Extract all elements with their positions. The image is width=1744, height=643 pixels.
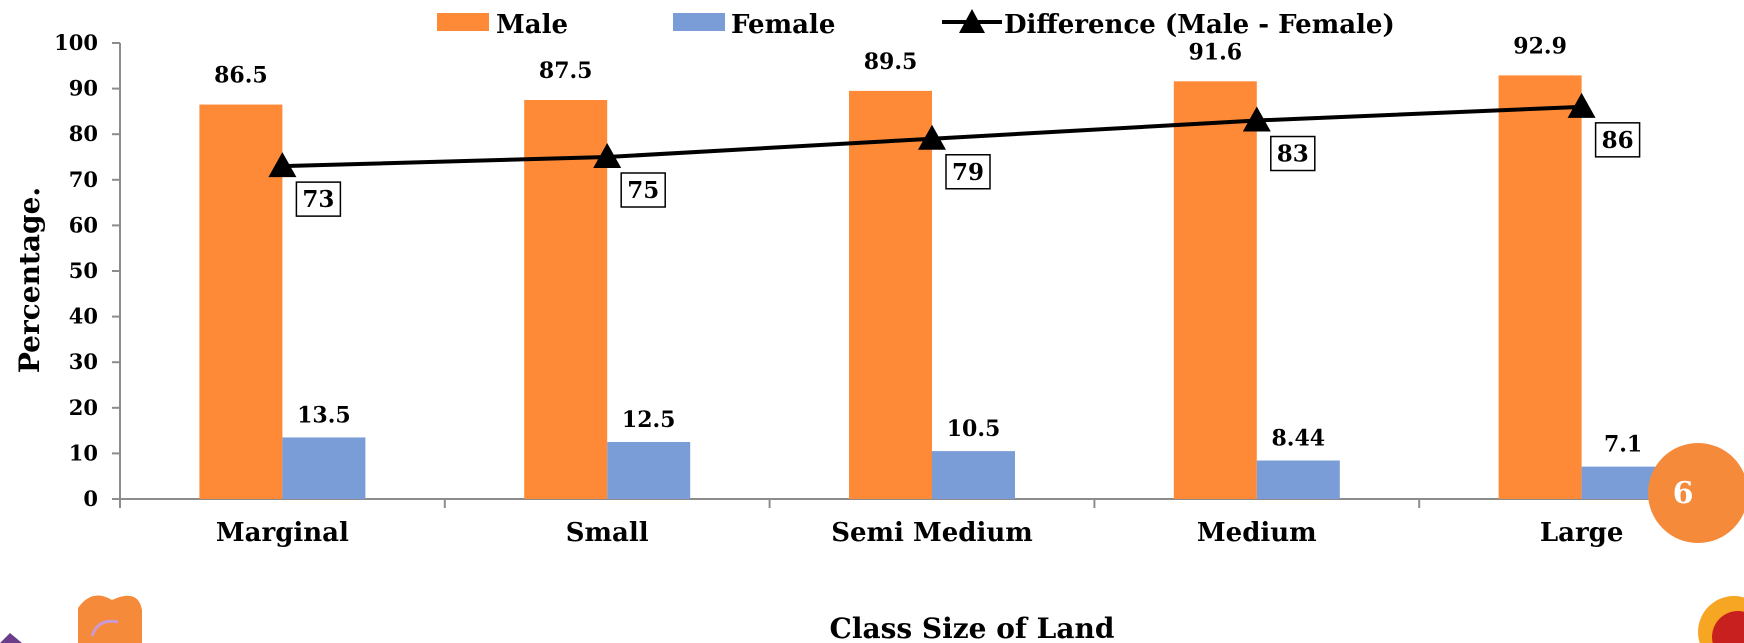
y-axis-title: Percentage. <box>13 187 46 373</box>
legend-difference-label: Difference (Male - Female) <box>1004 10 1395 40</box>
difference-marker <box>918 124 946 150</box>
y-tick-label: 20 <box>69 395 98 420</box>
difference-marker <box>593 143 622 168</box>
difference-marker <box>268 152 297 178</box>
legend-female-label: Female <box>731 10 835 40</box>
institution-logo-right <box>1698 596 1744 643</box>
female-bar <box>607 442 691 499</box>
bars <box>199 75 1665 499</box>
x-category-label: Large <box>1540 518 1624 548</box>
difference-line <box>268 92 1596 178</box>
y-tick-label: 50 <box>69 258 98 283</box>
female-bar <box>932 451 1015 499</box>
female-value-label: 8.44 <box>1272 426 1326 452</box>
male-bar <box>199 104 283 499</box>
female-bar <box>282 437 366 499</box>
y-tick-label: 40 <box>69 304 98 329</box>
female-value-label: 13.5 <box>297 402 351 428</box>
data-labels: 86.5 87.5 89.5 91.6 92.9 13.5 12.5 10.5 8.44 7.1 7… <box>214 33 1642 457</box>
difference-value-label: 79 <box>952 159 984 186</box>
legend: Male Female Difference (Male - Female) <box>437 9 1395 40</box>
difference-label-box <box>620 172 666 208</box>
difference-value-label: 86 <box>1602 127 1634 154</box>
male-value-label: 92.9 <box>1513 33 1567 59</box>
male-value-label: 87.5 <box>539 58 593 84</box>
y-tick-label: 70 <box>69 167 98 192</box>
y-ticks: 0 10 20 30 40 50 60 70 80 90 100 <box>54 30 120 511</box>
x-categories: Marginal Small Semi Medium Medium Large <box>216 518 1623 548</box>
x-category-label: Small <box>566 518 649 548</box>
difference-label-box <box>945 154 991 190</box>
difference-label-box <box>295 181 342 217</box>
female-bar <box>1256 460 1340 499</box>
y-tick-label: 0 <box>83 486 98 511</box>
y-tick-label: 10 <box>69 440 98 465</box>
female-value-label: 7.1 <box>1604 432 1642 458</box>
female-value-label: 12.5 <box>622 407 676 433</box>
male-bar <box>849 90 932 499</box>
y-tick-label: 80 <box>69 121 98 146</box>
y-tick-label: 60 <box>69 212 98 237</box>
difference-marker <box>1242 106 1271 132</box>
slide-number-badge: 6 <box>1648 443 1744 543</box>
difference-label-box <box>1594 122 1641 158</box>
legend-male-swatch <box>437 13 489 31</box>
difference-value-label: 73 <box>302 186 334 213</box>
y-tick-label: 100 <box>54 30 98 55</box>
male-value-label: 89.5 <box>864 49 918 75</box>
x-axis-title: Class Size of Land <box>830 612 1115 643</box>
male-bar <box>1173 81 1257 499</box>
difference-value-label: 83 <box>1277 141 1309 168</box>
legend-difference-marker <box>959 9 985 33</box>
institution-logo-left <box>0 595 142 643</box>
male-bar <box>1498 75 1582 499</box>
difference-value-label: 75 <box>627 177 659 204</box>
y-tick-label: 30 <box>69 349 98 374</box>
x-category-label: Marginal <box>216 518 349 548</box>
x-category-label: Semi Medium <box>831 518 1033 548</box>
male-bar <box>524 100 608 499</box>
female-value-label: 10.5 <box>947 416 1001 442</box>
difference-marker <box>1567 92 1596 118</box>
x-category-label: Medium <box>1197 518 1317 548</box>
y-tick-label: 90 <box>69 76 98 101</box>
male-value-label: 86.5 <box>214 63 268 89</box>
legend-male-label: Male <box>496 10 568 40</box>
difference-label-box <box>1270 135 1316 172</box>
legend-female-swatch <box>673 13 725 31</box>
male-value-label: 91.6 <box>1189 39 1243 65</box>
